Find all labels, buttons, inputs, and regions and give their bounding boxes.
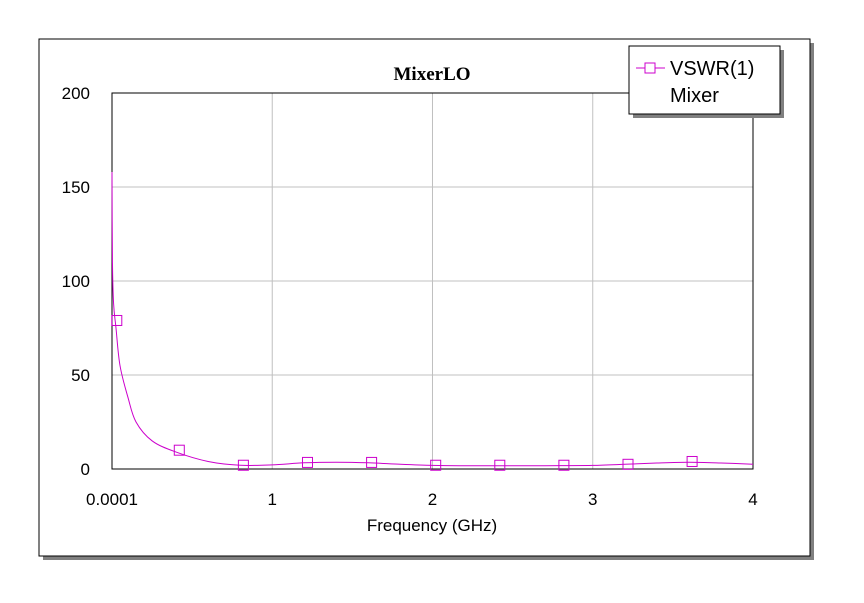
x-tick-label: 3 — [588, 490, 597, 509]
y-tick-label: 100 — [62, 272, 90, 291]
x-tick-label: 4 — [748, 490, 757, 509]
chart-title: MixerLO — [393, 64, 470, 85]
series-line-vswr — [111, 171, 754, 467]
y-tick-label: 150 — [62, 178, 90, 197]
data-point-marker — [301, 456, 313, 468]
data-point-marker — [366, 456, 378, 468]
data-point-marker — [494, 459, 506, 471]
y-tick-label: 50 — [71, 366, 90, 385]
legend-marker-swatch — [644, 62, 656, 74]
legend-box — [628, 45, 781, 115]
chart-border — [38, 38, 811, 557]
legend-series-sublabel: Mixer — [670, 85, 719, 107]
x-tick-label: 2 — [428, 490, 437, 509]
data-point-marker — [237, 459, 249, 471]
x-tick-label: 0.0001 — [86, 490, 138, 509]
grid-lines — [112, 93, 753, 469]
y-tick-label: 0 — [81, 460, 90, 479]
data-point-marker — [622, 458, 634, 470]
data-point-marker — [430, 459, 442, 471]
data-point-marker — [686, 455, 698, 467]
y-axis-ticks: 0 50 100 150 200 — [62, 84, 90, 479]
series-layer — [111, 171, 754, 471]
data-point-marker — [173, 444, 185, 456]
x-axis-title: Frequency (GHz) — [367, 516, 497, 535]
x-tick-label: 1 — [268, 490, 277, 509]
x-axis-ticks: 0.0001 1 2 3 4 — [86, 490, 758, 509]
data-point-marker — [111, 314, 123, 326]
legend-series-name: VSWR(1) — [670, 58, 754, 80]
legend: VSWR(1) Mixer — [628, 45, 784, 118]
y-tick-label: 200 — [62, 84, 90, 103]
data-point-marker — [558, 459, 570, 471]
plot-area-border — [111, 92, 754, 470]
